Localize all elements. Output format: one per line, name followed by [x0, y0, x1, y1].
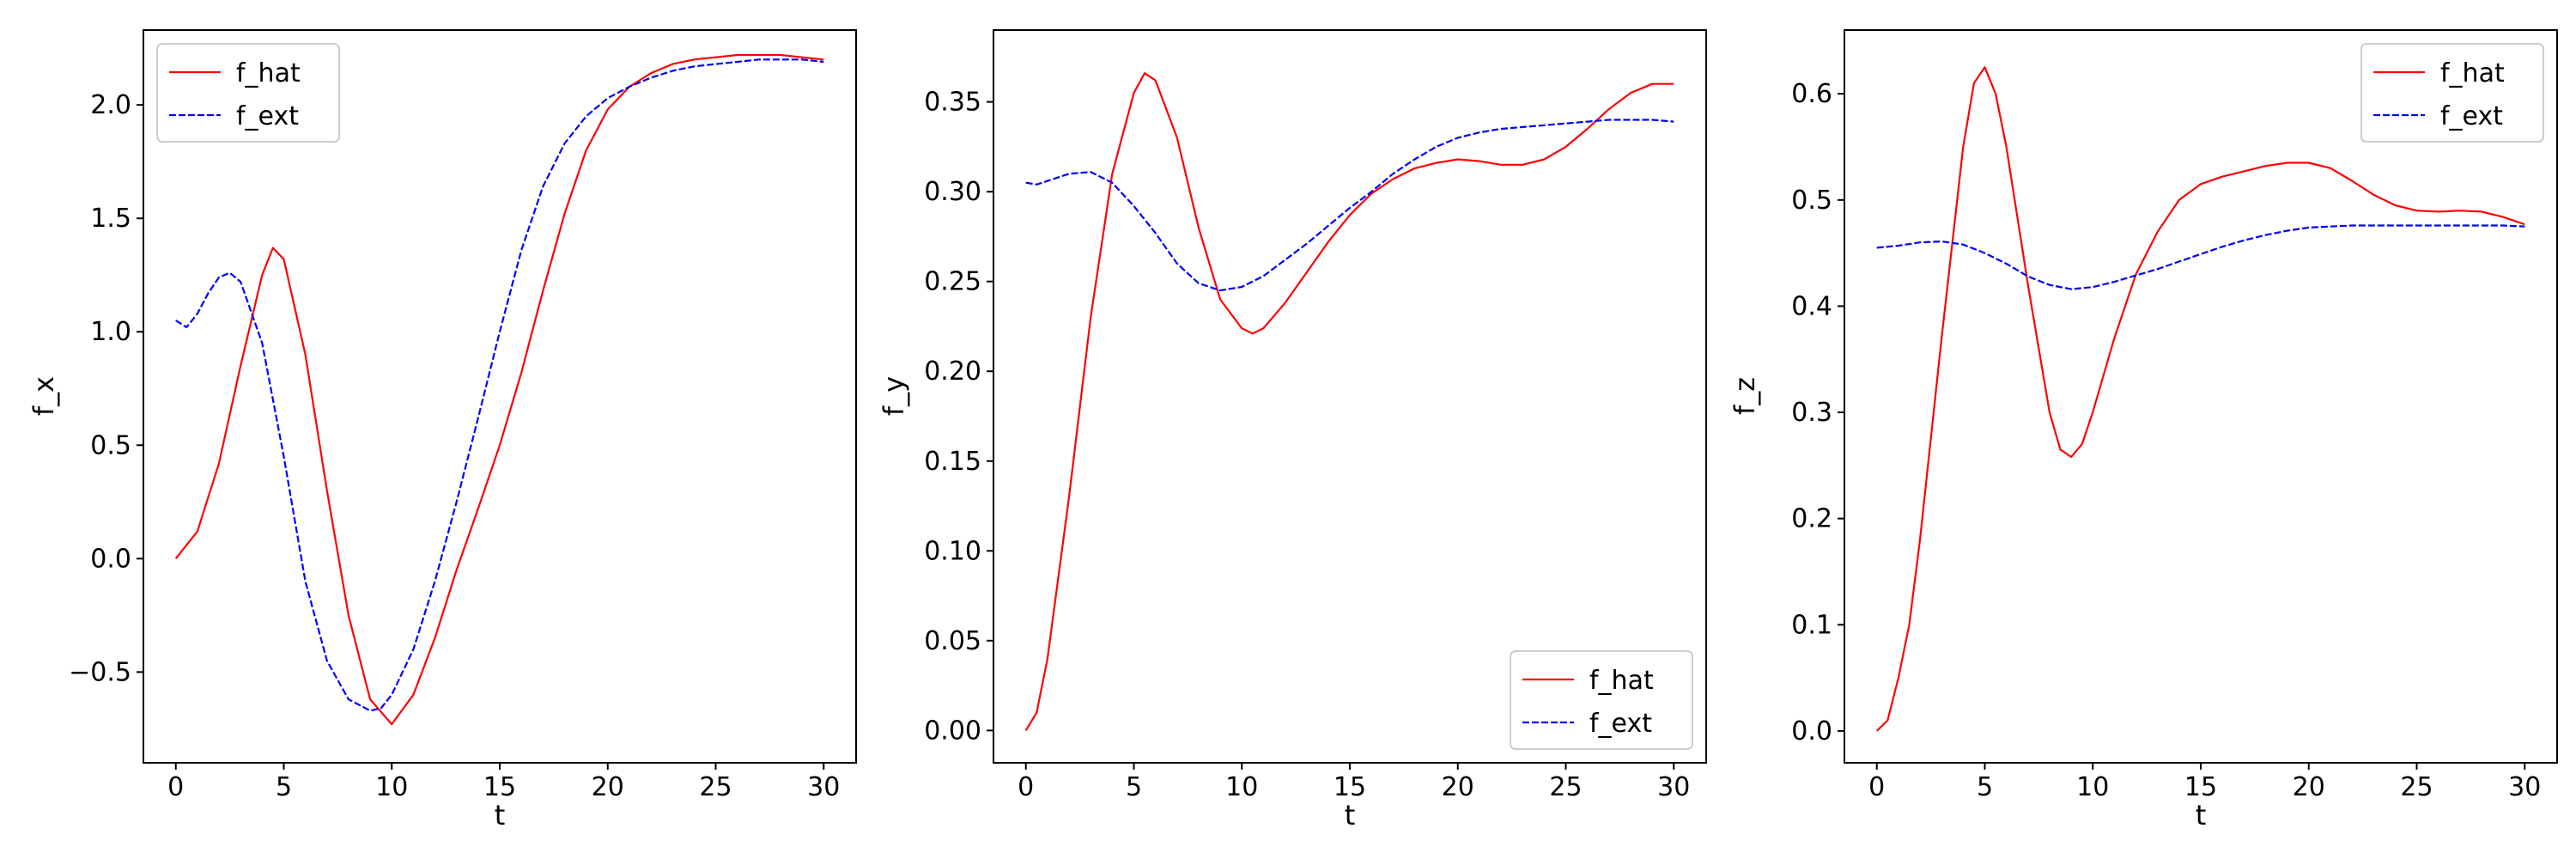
y-axis-label-fx: f_x [27, 376, 60, 416]
y-ticks-fx: −0.5 0.0 0.5 1.0 1.5 2.0 [69, 90, 143, 687]
y-tick-label: 0.35 [924, 88, 981, 118]
x-tick-label: 25 [2400, 772, 2433, 802]
y-tick-label: 1.5 [90, 204, 131, 234]
x-tick-label: 5 [276, 772, 292, 802]
plot-area-fy [1024, 72, 1674, 731]
subplot-fz: 0 5 10 15 20 25 30 0.0 0.1 0.2 0.3 0.4 0.5 0.6 t f_z… [1728, 29, 2558, 832]
legend-fx: f_hat f_ext [156, 43, 340, 143]
x-tick-label: 25 [699, 772, 732, 802]
y-tick-label: 0.30 [924, 177, 981, 207]
series-line-f-ext-fy [1025, 119, 1674, 292]
y-ticks-fy: 0.00 0.05 0.10 0.15 0.20 0.25 0.30 0.35 [924, 88, 993, 746]
x-axis-label-fz: t [2196, 799, 2207, 832]
x-ticks-fx: 0 5 10 15 20 25 30 [167, 763, 840, 802]
legend-label-f-ext: f_ext [1589, 709, 1652, 739]
legend-box [2360, 43, 2544, 143]
legend-box [156, 43, 340, 143]
x-tick-label: 15 [1334, 772, 1366, 802]
plot-area-fx [174, 53, 824, 726]
legend-label-f-ext: f_ext [2440, 101, 2503, 131]
y-tick-label: 0.4 [1791, 291, 1832, 321]
y-tick-label: 0.5 [90, 430, 131, 460]
y-tick-label: 0.3 [1791, 398, 1832, 428]
legend-label-f-hat: f_hat [236, 58, 301, 88]
x-axis-label-fy: t [1345, 799, 1356, 832]
y-tick-label: 0.10 [924, 536, 981, 566]
y-tick-label: 1.0 [90, 317, 131, 347]
x-tick-label: 0 [167, 772, 184, 802]
y-tick-label: −0.5 [69, 657, 131, 687]
series-line-f-hat-fy [1024, 72, 1674, 731]
x-tick-label: 5 [1977, 772, 1993, 802]
x-tick-label: 20 [1442, 772, 1474, 802]
legend-fz: f_hat f_ext [2360, 43, 2544, 143]
series-line-f-hat-fz [1875, 66, 2525, 732]
x-axis-label-fx: t [495, 799, 506, 832]
subplot-fx: 0 5 10 15 20 25 30 −0.5 0.0 0.5 1.0 1.5 2.0 t f_x f… [27, 29, 857, 832]
x-tick-label: 30 [1657, 772, 1690, 802]
legend-fy: f_hat f_ext [1510, 650, 1693, 750]
x-tick-label: 30 [807, 772, 840, 802]
x-tick-label: 5 [1126, 772, 1142, 802]
x-tick-label: 10 [375, 772, 408, 802]
y-tick-label: 0.20 [924, 356, 981, 387]
x-tick-label: 30 [2508, 772, 2541, 802]
y-tick-label: 0.05 [924, 626, 981, 656]
legend-label-f-hat: f_hat [1589, 666, 1654, 696]
legend-label-f-ext: f_ext [236, 101, 299, 131]
x-tick-label: 20 [592, 772, 624, 802]
y-tick-label: 2.0 [90, 90, 131, 120]
x-tick-label: 20 [2293, 772, 2325, 802]
y-tick-label: 0.25 [924, 267, 981, 297]
y-tick-label: 0.15 [924, 447, 981, 477]
x-tick-label: 15 [2184, 772, 2217, 802]
series-line-f-hat-fx [174, 53, 824, 726]
y-tick-label: 0.0 [90, 544, 131, 574]
y-tick-label: 0.00 [924, 716, 981, 746]
x-ticks-fz: 0 5 10 15 20 25 30 [1868, 763, 2541, 802]
y-tick-label: 0.1 [1791, 610, 1832, 640]
x-tick-label: 10 [2076, 772, 2109, 802]
y-tick-label: 0.0 [1791, 716, 1832, 746]
y-ticks-fz: 0.0 0.1 0.2 0.3 0.4 0.5 0.6 [1791, 79, 1844, 746]
y-axis-label-fz: f_z [1728, 377, 1761, 415]
x-ticks-fy: 0 5 10 15 20 25 30 [1018, 763, 1690, 802]
plot-area-fz [1875, 66, 2525, 732]
y-tick-label: 0.6 [1791, 79, 1832, 109]
x-tick-label: 0 [1018, 772, 1034, 802]
x-tick-label: 25 [1549, 772, 1582, 802]
y-tick-label: 0.5 [1791, 186, 1832, 216]
y-tick-label: 0.2 [1791, 504, 1832, 534]
y-axis-label-fy: f_y [878, 376, 910, 416]
x-tick-label: 0 [1868, 772, 1885, 802]
x-tick-label: 10 [1225, 772, 1258, 802]
series-line-f-ext-fz [1876, 224, 2525, 290]
legend-box [1510, 650, 1693, 750]
legend-label-f-hat: f_hat [2440, 58, 2505, 88]
x-tick-label: 15 [483, 772, 516, 802]
subplot-fy: 0 5 10 15 20 25 30 0.00 0.05 0.10 0.15 0.20 0.25 0.3… [878, 29, 1707, 832]
series-line-f-ext-fx [175, 58, 824, 712]
